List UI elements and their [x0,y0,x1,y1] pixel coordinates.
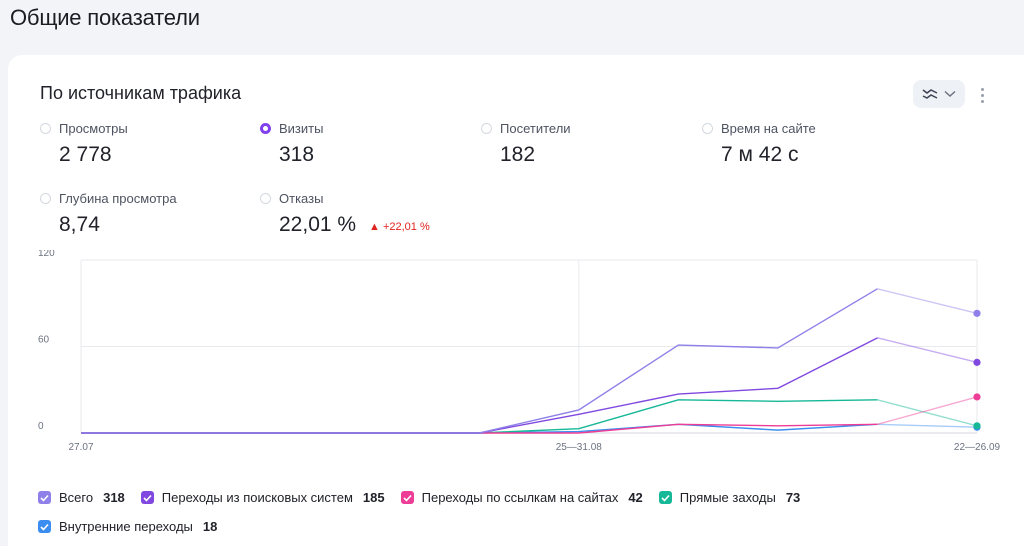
chevron-down-icon [944,90,956,98]
legend-count: 42 [628,490,643,505]
series-end-point [973,309,981,317]
series-line [81,399,878,434]
metric-label: Посетители [500,121,571,136]
metric-delta: ▲ +22,01 % [369,221,430,233]
traffic-sources-card: По источникам трафика Просмотры 2 778 Ви… [8,55,1024,546]
legend-row: Всего 318 Переходы из поисковых систем 185 П… [38,483,1018,512]
series-line-partial [877,399,978,427]
legend-item[interactable]: Прямые заходы 73 [658,490,801,505]
metric-visitors[interactable]: Посетители 182 [481,121,681,171]
traffic-line-chart: 0 60 120 27.07 25—31.08 22—26.09 [38,250,1001,453]
card-title: По источникам трафика [40,83,242,103]
legend-label: Переходы по ссылкам на сайтах [421,490,619,505]
x-tick-label: 27.07 [68,442,93,453]
series-line-partial [877,396,978,426]
legend-count: 73 [785,490,801,505]
x-tick-label: 22—26.09 [954,442,1001,453]
y-tick-label: 0 [38,421,44,432]
metric-label: Визиты [279,121,324,136]
checkbox-checked-icon[interactable] [38,491,51,504]
metric-radio[interactable] [260,193,271,204]
legend-item[interactable]: Переходы из поисковых систем 185 [140,490,385,505]
metric-label: Отказы [279,191,324,206]
series-line [81,337,878,434]
legend-item[interactable]: Всего 318 [38,490,125,505]
metric-label: Глубина просмотра [59,191,177,206]
metric-radio[interactable] [702,123,713,134]
series-end-point [973,393,981,401]
metric-value: 2 778 [59,143,112,166]
metric-value: 318 [279,143,315,166]
series-end-point [973,358,981,366]
checkbox-checked-icon[interactable] [140,491,154,504]
legend-label: Прямые заходы [679,490,776,505]
metric-depth[interactable]: Глубина просмотра 8,74 [40,191,240,241]
legend-label: Переходы из поисковых систем [161,490,353,505]
series-line-partial [877,288,978,315]
legend-count: 185 [362,490,385,505]
metric-pageviews[interactable]: Просмотры 2 778 [40,121,240,171]
chart-lines-icon [922,87,938,101]
series-line [81,288,878,434]
legend-label: Всего [59,490,94,505]
metric-bounces[interactable]: Отказы 22,01 % ▲ +22,01 % [260,191,480,241]
y-tick-label: 60 [38,335,50,346]
metric-radio[interactable] [40,123,51,134]
metric-radio-selected[interactable] [260,123,271,134]
checkbox-checked-icon[interactable] [400,491,414,504]
legend-label: Внутренние переходы [59,519,193,534]
checkbox-checked-icon[interactable] [658,491,672,504]
metric-value: 8,74 [59,213,100,236]
more-vertical-icon[interactable] [974,83,990,107]
series-end-point [973,422,981,430]
metric-radio[interactable] [40,193,51,204]
metric-time-on-site[interactable]: Время на сайте 7 м 42 с [702,121,902,171]
metric-value: 182 [500,143,536,166]
series-line-partial [877,337,978,364]
metric-label: Просмотры [59,121,128,136]
x-tick-label: 25—31.08 [556,442,603,453]
series-line-partial [877,423,978,428]
metric-visits[interactable]: Визиты 318 [260,121,460,171]
legend-count: 18 [202,519,218,534]
page-title: Общие показатели [10,5,200,30]
metric-value: 7 м 42 с [721,143,799,166]
metric-value: 22,01 % [279,213,357,236]
legend-count: 318 [103,490,125,505]
metric-label: Время на сайте [721,121,816,136]
y-tick-label: 120 [38,250,55,259]
chart-type-dropdown[interactable] [913,80,965,108]
legend-item[interactable]: Внутренние переходы 18 [38,519,217,534]
metric-radio[interactable] [481,123,492,134]
legend-row: Внутренние переходы 18 [38,512,1018,541]
chart-legend: Всего 318 Переходы из поисковых систем 185 П… [38,483,1018,541]
checkbox-checked-icon[interactable] [38,520,51,533]
legend-item[interactable]: Переходы по ссылкам на сайтах 42 [400,490,643,505]
